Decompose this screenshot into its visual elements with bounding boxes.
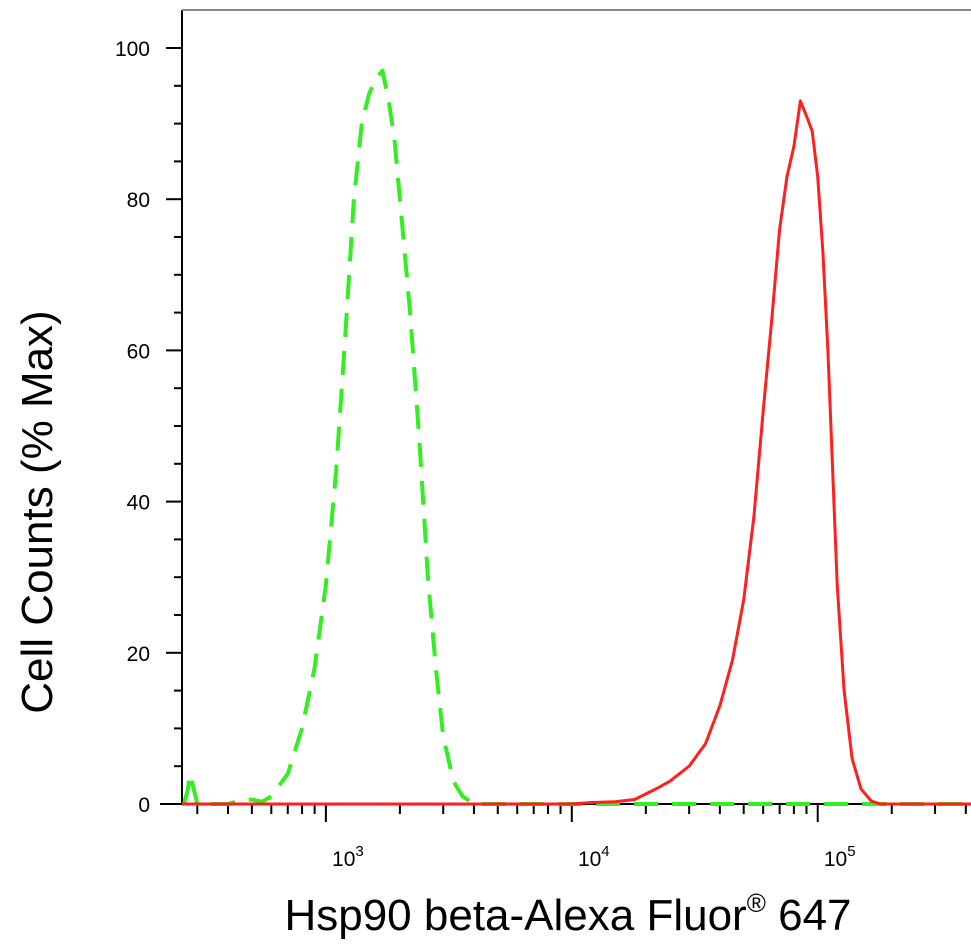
y-tick-label: 60 [127,340,150,363]
x-axis-title-main: Hsp90 beta-Alexa Fluor [284,891,746,940]
sample-histogram-line [182,99,971,806]
x-axis-title-superscript: ® [747,888,766,918]
y-tick-label: 100 [115,38,150,61]
x-tick-label: 103 [332,843,364,871]
x-tick-label-exponent: 5 [847,843,855,860]
x-tick-label-exponent: 4 [601,843,609,860]
x-tick-label-base: 10 [332,848,355,871]
control-histogram-line [182,68,971,806]
y-tick-label: 20 [127,643,150,666]
x-tick-label-exponent: 3 [355,843,363,860]
y-tick-label: 0 [138,794,150,817]
x-tick-label: 105 [824,843,856,871]
y-tick-label: 80 [127,189,150,212]
x-axis-title: Hsp90 beta-Alexa Fluor® 647 [284,888,851,940]
x-tick-label: 104 [578,843,610,871]
x-tick-label-base: 10 [824,848,847,871]
y-axis-title: Cell Counts (% Max) [13,310,62,713]
x-tick-label-base: 10 [578,848,601,871]
x-axis-title-suffix: 647 [766,891,852,940]
y-tick-label: 40 [127,492,150,515]
